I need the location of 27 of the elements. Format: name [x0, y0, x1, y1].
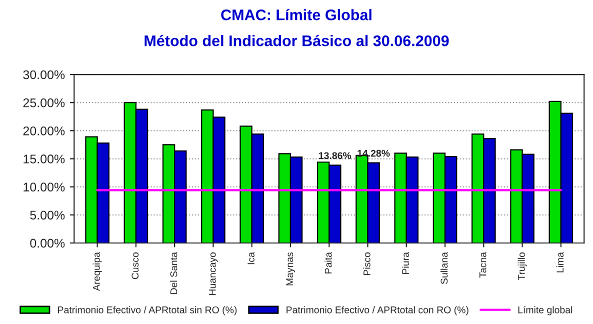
x-tick-label: Maynas — [286, 252, 296, 286]
x-tick-label: Arequipa — [92, 252, 102, 291]
y-tick-label: 20.00% — [23, 126, 65, 136]
data-label: 14.28% — [358, 150, 390, 157]
legend-label: Patrimonio Efectivo / APRtotal con RO (%) — [286, 306, 468, 316]
y-tick-label: 30.00% — [23, 70, 65, 80]
chart-title: CMAC: Límite Global — [221, 8, 372, 20]
x-tick-label: Huancayo — [209, 252, 218, 296]
y-tick-label: 15.00% — [24, 154, 65, 164]
x-tick-label: Paita — [324, 252, 332, 274]
y-tick-label: 25.00% — [23, 98, 65, 108]
y-tick-label: 10.00% — [24, 182, 65, 192]
x-tick-label: Tacna — [479, 252, 486, 278]
x-tick-label: Trujillo — [518, 252, 527, 280]
x-tick-label: Cusco — [132, 252, 139, 280]
legend-label: Límite global — [518, 306, 572, 316]
x-tick-label: Pisco — [363, 252, 370, 276]
x-tick-label: Del Santa — [170, 252, 178, 294]
legend-label: Patrimonio Efectivo / APRtotal sin RO (%) — [58, 306, 237, 316]
y-tick-label: 0.00% — [30, 238, 65, 248]
x-tick-label: Ica — [248, 252, 254, 264]
y-tick-label: 5.00% — [30, 210, 65, 220]
chart-subtitle: Método del Indicador Básico al 30.06.2009 — [144, 34, 449, 46]
x-tick-label: Piura — [402, 252, 409, 274]
data-label: 13.86% — [319, 152, 352, 160]
x-tick-label: Sullana — [440, 252, 448, 284]
x-tick-label: Lima — [556, 252, 564, 272]
